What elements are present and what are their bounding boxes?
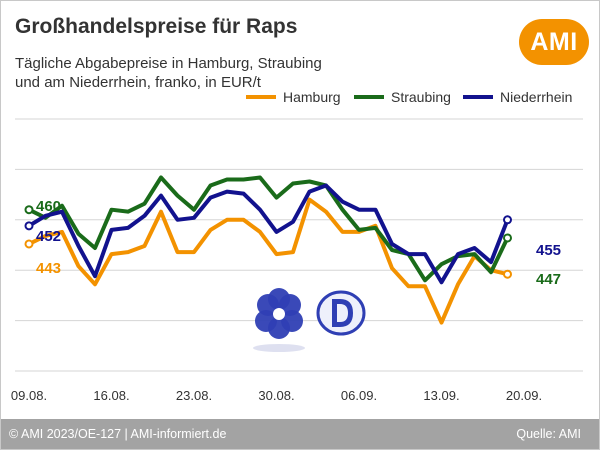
series-end-label: 455: [536, 242, 561, 259]
x-tick-label: 23.08.: [176, 388, 212, 403]
series-start-marker: [24, 221, 34, 231]
series-end-marker: [503, 233, 512, 243]
series-start-label: 443: [36, 260, 61, 277]
legend-label: Niederrhein: [500, 89, 572, 105]
series-end-marker: [503, 215, 512, 225]
x-tick-label: 06.09.: [341, 388, 377, 403]
series-layer: 443 460 447 452 455: [24, 175, 561, 325]
chart-subtitle: Tägliche Abgabepreise in Hamburg, Straub…: [15, 54, 322, 92]
watermark-petal: [268, 317, 290, 339]
series-end-label: 447: [536, 271, 561, 288]
line-chart: 443 460 447 452 455 Hamburg Straubing Niederrh…: [11, 89, 583, 403]
legend: Hamburg Straubing Niederrhein: [246, 89, 572, 105]
series-line-hamburg: [27, 197, 510, 325]
footer-bar: © AMI 2023/OE-127 | AMI-informiert.de Qu…: [1, 419, 599, 449]
subtitle-line-1: Tägliche Abgabepreise in Hamburg, Straub…: [15, 55, 322, 72]
watermark-flower-center: [273, 308, 285, 320]
x-tick-label: 09.08.: [11, 388, 47, 403]
chart-title: Großhandelspreise für Raps: [15, 15, 298, 38]
watermark-seal-letter: [332, 299, 353, 327]
ami-logo: AMI: [519, 19, 589, 65]
x-tick-label: 13.09.: [423, 388, 459, 403]
x-tick-label: 20.09.: [506, 388, 542, 403]
subtitle-line-2: und am Niederrhein, franko, in EUR/t: [15, 74, 261, 91]
legend-label: Straubing: [391, 89, 451, 105]
series-line-straubing: [27, 175, 510, 283]
series-start-label: 452: [36, 228, 61, 245]
series-end-marker: [503, 269, 512, 279]
legend-label: Hamburg: [283, 89, 341, 105]
x-tick-label: 30.08.: [258, 388, 294, 403]
x-axis-ticks: 09.08. 16.08. 23.08. 30.08. 06.09. 13.09. 20.0…: [11, 388, 542, 403]
footer-source: Quelle: AMI: [516, 427, 581, 441]
series-start-marker: [24, 239, 34, 249]
series-start-marker: [24, 205, 34, 215]
watermark-logo: [253, 288, 366, 352]
watermark-petal: [268, 288, 290, 310]
series-start-label: 460: [36, 198, 61, 215]
series-line-niederrhein: [27, 183, 510, 285]
watermark-shadow: [253, 344, 305, 352]
x-tick-label: 16.08.: [93, 388, 129, 403]
watermark-seal-ring: [316, 290, 366, 336]
footer-copyright: © AMI 2023/OE-127 | AMI-informiert.de: [9, 427, 227, 441]
